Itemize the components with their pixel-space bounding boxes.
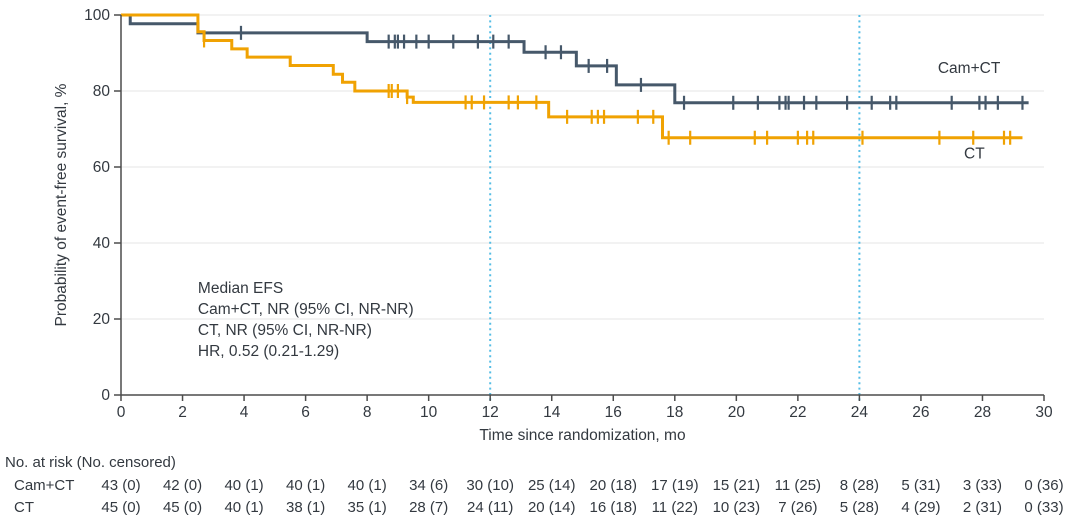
risk-value: 40 (1) [286, 477, 325, 494]
x-tick-label: 22 [789, 404, 806, 421]
x-tick-label: 16 [605, 404, 622, 421]
x-tick-label: 20 [728, 404, 746, 421]
median-efs-annotation: Median EFS Cam+CT, NR (95% CI, NR-NR) CT, … [198, 280, 414, 360]
risk-value: 45 (0) [101, 499, 140, 516]
y-tick-label: 60 [93, 159, 111, 176]
risk-value: 25 (14) [528, 477, 576, 494]
x-axis-title: Time since randomization, mo [479, 427, 685, 444]
risk-value: 2 (31) [963, 499, 1002, 516]
survival-curve [121, 13, 1029, 105]
y-tick-label: 0 [101, 387, 110, 404]
reference-lines [489, 15, 861, 401]
risk-value: 3 (33) [963, 477, 1002, 494]
risk-value: 17 (19) [651, 477, 699, 494]
annotation-line-3: CT, NR (95% CI, NR-NR) [198, 322, 372, 339]
x-tick-label: 12 [482, 404, 499, 421]
risk-value: 20 (18) [590, 477, 638, 494]
y-tick-label: 40 [93, 235, 111, 252]
censor-marks [202, 33, 1012, 145]
risk-value: 16 (18) [590, 499, 638, 516]
annotation-line-1: Median EFS [198, 280, 283, 297]
risk-value: 43 (0) [101, 477, 140, 494]
risk-value: 30 (10) [466, 477, 514, 494]
annotation-line-2: Cam+CT, NR (95% CI, NR-NR) [198, 301, 414, 318]
series-ct: CT [121, 13, 1023, 162]
x-tick-label: 6 [301, 404, 310, 421]
risk-value: 7 (26) [778, 499, 817, 516]
series-cam-ct: Cam+CT [121, 13, 1029, 110]
x-tick-label: 10 [420, 404, 438, 421]
risk-value: 5 (31) [901, 477, 940, 494]
risk-table-row-cam-ct: Cam+CT 43 (0) 42 (0) 40 (1) 40 (1) 40 (1) 34 (… [14, 477, 1064, 494]
risk-row-label: CT [14, 499, 34, 516]
risk-value: 42 (0) [163, 477, 202, 494]
curve-label-ct: CT [964, 145, 985, 162]
risk-value: 0 (33) [1024, 499, 1063, 516]
risk-value: 8 (28) [840, 477, 879, 494]
x-tick-label: 26 [912, 404, 929, 421]
risk-value: 40 (1) [348, 477, 387, 494]
x-tick-label: 30 [1035, 404, 1053, 421]
risk-value: 0 (36) [1024, 477, 1063, 494]
risk-value: 20 (14) [528, 499, 576, 516]
survival-curve [121, 13, 1023, 140]
risk-value: 35 (1) [348, 499, 387, 516]
risk-value: 38 (1) [286, 499, 325, 516]
risk-table-row-ct: CT 45 (0) 45 (0) 40 (1) 38 (1) 35 (1) 28 (7) 24… [14, 499, 1064, 516]
risk-table-header: No. at risk (No. censored) [5, 454, 176, 471]
risk-table: No. at risk (No. censored) Cam+CT 43 (0) 42… [5, 454, 1064, 516]
risk-value: 4 (29) [901, 499, 940, 516]
y-tick-label: 100 [84, 7, 110, 24]
censor-marks [239, 25, 1024, 110]
x-tick-label: 28 [974, 404, 991, 421]
x-tick-label: 0 [117, 404, 126, 421]
x-tick-label: 18 [666, 404, 683, 421]
risk-value: 15 (21) [713, 477, 761, 494]
curve-label-cam-ct: Cam+CT [938, 60, 1001, 77]
risk-value: 11 (22) [652, 499, 698, 516]
gridlines [121, 14, 1044, 320]
y-tick-label: 80 [93, 83, 111, 100]
x-tick-label: 24 [851, 404, 869, 421]
risk-value: 45 (0) [163, 499, 202, 516]
risk-row-label: Cam+CT [14, 477, 74, 494]
risk-value: 11 (25) [775, 477, 821, 494]
y-tick-label: 20 [93, 311, 111, 328]
risk-value: 10 (23) [713, 499, 761, 516]
risk-value: 40 (1) [224, 499, 263, 516]
x-tick-label: 2 [178, 404, 187, 421]
risk-value: 40 (1) [224, 477, 263, 494]
risk-value: 24 (11) [467, 499, 513, 516]
annotation-line-4: HR, 0.52 (0.21-1.29) [198, 343, 339, 360]
risk-value: 34 (6) [409, 477, 448, 494]
risk-value: 5 (28) [840, 499, 879, 516]
x-tick-label: 4 [240, 404, 249, 421]
risk-value: 28 (7) [409, 499, 448, 516]
x-tick-label: 14 [543, 404, 561, 421]
x-tick-label: 8 [363, 404, 372, 421]
y-axis-title: Probability of event-free survival, % [53, 83, 70, 326]
